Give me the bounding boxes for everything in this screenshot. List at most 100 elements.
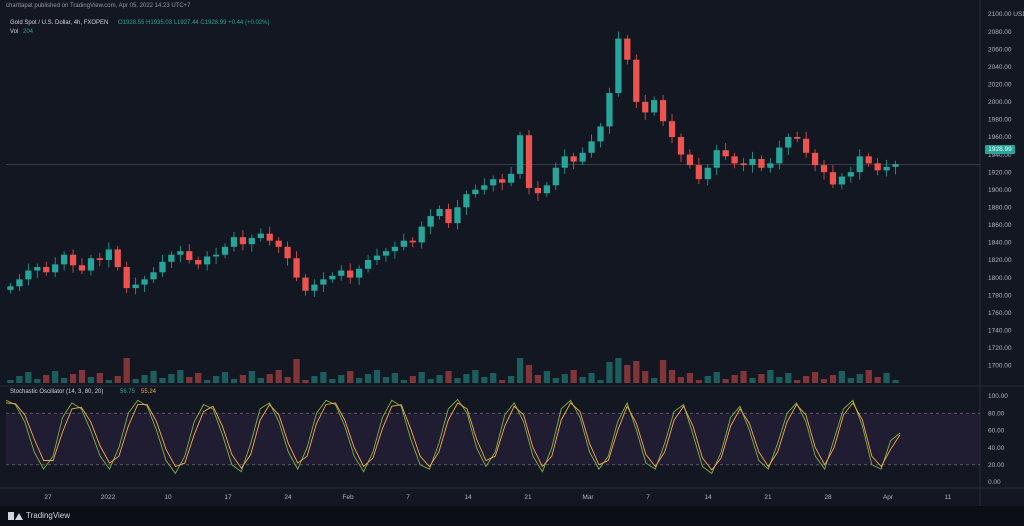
volume-bar <box>60 378 68 383</box>
candle-body <box>463 194 470 208</box>
volume-bar <box>239 375 247 383</box>
volume-bar <box>883 373 890 383</box>
time-tick-label: 27 <box>44 494 52 501</box>
price-tick-label: 1920.00 <box>988 169 1012 176</box>
volume-bar <box>302 380 309 383</box>
volume-bar <box>892 380 899 383</box>
volume-bar <box>204 380 211 383</box>
volume-bar <box>713 372 720 383</box>
candle-body <box>874 163 881 171</box>
price-tick-label: 1980.00 <box>988 117 1012 124</box>
candle-body <box>579 152 586 162</box>
chart-canvas: 2100.00 USD2080.002060.002040.002020.002… <box>0 0 1024 506</box>
candle-body <box>204 256 211 265</box>
volume-bar <box>123 358 130 383</box>
volume-bar <box>829 375 837 383</box>
tradingview-logo[interactable]: TradingView <box>8 511 70 520</box>
candle-body <box>847 172 854 177</box>
candle-body <box>499 179 506 183</box>
candle-body <box>642 101 649 113</box>
volume-bar <box>615 358 622 383</box>
candle-body <box>454 207 461 224</box>
candle-body <box>668 121 676 137</box>
volume-bar <box>409 376 416 383</box>
volume-bar <box>731 375 738 383</box>
candle-body <box>96 258 103 260</box>
candle-body <box>16 279 23 287</box>
candle-body <box>749 158 756 166</box>
volume-bar <box>525 365 533 383</box>
volume-bar <box>436 375 443 383</box>
time-tick-label: 2022 <box>101 494 116 501</box>
candle-body <box>507 173 515 183</box>
price-tick-label: 2020.00 <box>988 81 1012 88</box>
volume-bar <box>34 379 41 383</box>
volume-label: Vol <box>10 29 19 35</box>
candle-body <box>722 150 729 157</box>
volume-bar <box>481 377 488 383</box>
candle-body <box>60 254 68 265</box>
candle-body <box>552 167 559 186</box>
candle-body <box>356 268 363 278</box>
volume-bar <box>195 373 202 383</box>
candle-body <box>347 270 354 278</box>
volume-bar <box>248 371 255 383</box>
price-tick-label: 1800.00 <box>988 275 1012 282</box>
candle-body <box>865 156 872 164</box>
volume-bar <box>659 360 667 383</box>
volume-bar <box>507 376 515 383</box>
tradingview-brand: TradingView <box>26 511 71 520</box>
time-tick-label: Feb <box>342 494 354 501</box>
candle-body <box>481 185 488 190</box>
volume-bar <box>52 371 59 383</box>
volume-bar <box>364 374 372 383</box>
candle-body <box>364 260 372 269</box>
volume-bar <box>186 377 193 383</box>
volume-bar <box>704 376 711 383</box>
price-tick-label: 2060.00 <box>988 46 1012 53</box>
candle-body <box>677 137 685 155</box>
volume-bar <box>132 379 139 383</box>
time-tick-label: 7 <box>646 494 650 501</box>
candle-body <box>150 272 157 280</box>
candle-body <box>615 38 622 94</box>
volume-bar <box>722 379 729 383</box>
candle-body <box>427 216 434 227</box>
volume-bar <box>427 379 434 383</box>
price-tick-label: 1880.00 <box>988 204 1012 211</box>
volume-bar <box>561 374 568 383</box>
candle-body <box>78 265 86 271</box>
candle-body <box>561 156 568 168</box>
price-tick-label: 1700.00 <box>988 363 1012 370</box>
candle-body <box>695 165 702 180</box>
candle-body <box>409 240 416 243</box>
candle-body <box>776 147 783 164</box>
volume-bar <box>803 376 810 383</box>
price-tick-label: 2000.00 <box>988 99 1012 106</box>
volume-bar <box>570 370 577 383</box>
candle-body <box>284 246 291 259</box>
candle-body <box>221 246 229 255</box>
volume-bar <box>347 371 354 383</box>
candle-body <box>239 237 247 245</box>
candle-body <box>132 284 139 289</box>
volume-bar <box>588 373 595 383</box>
volume-bar <box>230 379 238 383</box>
volume-bar <box>820 379 828 383</box>
volume-bar <box>275 370 282 383</box>
candle-body <box>704 167 711 180</box>
candle-body <box>445 209 452 224</box>
volume-bar <box>454 378 461 383</box>
candle-body <box>624 38 631 60</box>
candle-body <box>588 141 595 153</box>
candle-body <box>597 126 604 142</box>
candle-body <box>168 254 175 262</box>
last-price-tag: 1928.99 <box>985 145 1015 154</box>
volume-bar <box>284 377 291 383</box>
price-tick-label: 1720.00 <box>988 345 1012 352</box>
volume-bar <box>445 371 452 383</box>
candle-body <box>606 93 613 127</box>
candle-body <box>302 277 309 291</box>
candle-body <box>266 233 273 241</box>
volume-bar <box>257 378 264 383</box>
